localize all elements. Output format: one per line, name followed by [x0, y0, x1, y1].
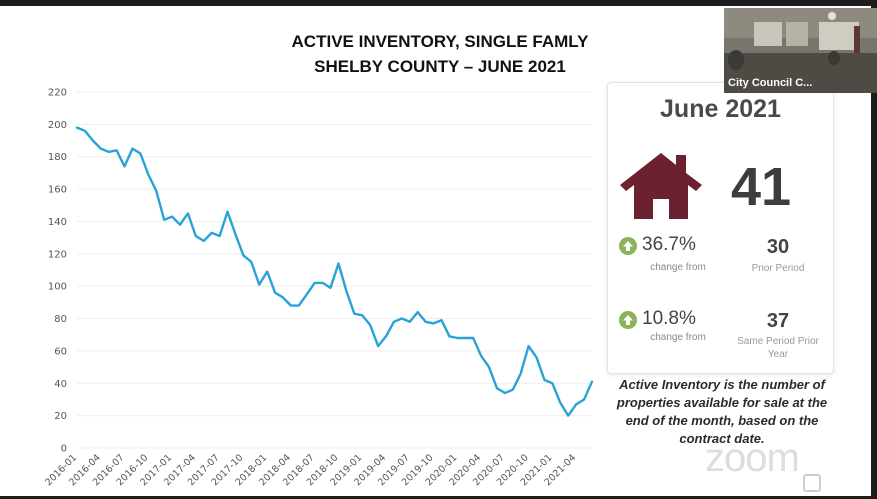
- prior-year-change-caption: change from: [650, 332, 706, 343]
- y-tick-label: 0: [61, 444, 67, 455]
- y-tick-label: 180: [48, 152, 67, 163]
- prior-period-value: 30: [766, 236, 790, 258]
- y-tick-label: 200: [48, 120, 67, 131]
- y-tick-label: 100: [48, 282, 67, 293]
- video-thumbnail[interactable]: City Council C...: [724, 8, 877, 93]
- window-right-border: [871, 0, 877, 499]
- y-tick-label: 120: [48, 249, 67, 260]
- y-tick-label: 40: [54, 379, 67, 390]
- active-inventory-value: 41: [730, 157, 792, 217]
- meeting-room-image: [724, 8, 877, 93]
- summary-card: June 2021 41 36.7% change from 30 Prior …: [607, 82, 834, 374]
- y-tick-label: 20: [54, 411, 67, 422]
- y-tick-label: 60: [54, 346, 67, 357]
- prior-year-label: Same Period Prior Year: [737, 336, 819, 360]
- house-icon: [620, 153, 702, 219]
- prior-year-change-pct: 10.8%: [642, 308, 696, 329]
- arrow-up-circle-icon: [619, 311, 637, 329]
- prior-period-label: Prior Period: [751, 263, 805, 274]
- definition-note: Active Inventory is the number of proper…: [616, 377, 828, 446]
- zoom-watermark: zoom: [705, 436, 800, 480]
- y-tick-label: 160: [48, 185, 67, 196]
- chart-title: ACTIVE INVENTORY, SINGLE FAMLY SHELBY CO…: [250, 29, 630, 79]
- chart-title-line-2: SHELBY COUNTY – JUNE 2021: [314, 57, 566, 76]
- y-tick-label: 140: [48, 217, 67, 228]
- y-tick-label: 220: [48, 88, 67, 99]
- inventory-series-line: [75, 126, 594, 417]
- window-bottom-border: [0, 496, 877, 499]
- prior-year-value: 37: [766, 310, 790, 332]
- inventory-line-chart: 0204060801001201401601802002202016-01201…: [43, 88, 594, 488]
- arrow-up-circle-icon: [619, 237, 637, 255]
- prior-period-change-caption: change from: [650, 262, 706, 273]
- video-label: City Council C...: [728, 77, 813, 89]
- card-month: June 2021: [660, 95, 781, 123]
- window-top-border: [0, 0, 877, 6]
- picture-in-picture-icon[interactable]: [803, 474, 821, 492]
- y-tick-label: 80: [54, 314, 67, 325]
- prior-period-change-pct: 36.7%: [642, 234, 696, 255]
- chart-title-line-1: ACTIVE INVENTORY, SINGLE FAMLY: [291, 32, 589, 51]
